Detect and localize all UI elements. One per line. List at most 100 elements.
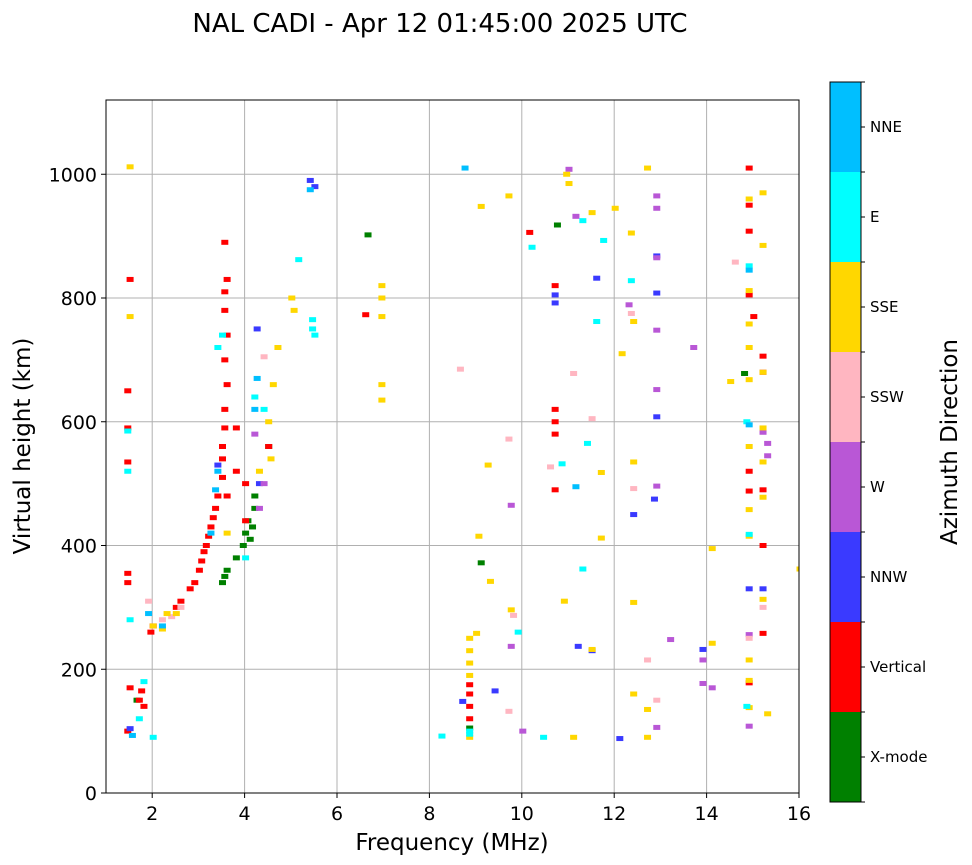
colorbar-tick-label: NNW xyxy=(870,568,907,586)
data-point xyxy=(378,397,386,403)
y-tick-label: 400 xyxy=(61,536,97,558)
colorbar-segment xyxy=(830,532,861,622)
data-point xyxy=(223,567,231,573)
data-point xyxy=(796,566,799,572)
data-point xyxy=(507,607,515,613)
data-point xyxy=(438,733,446,739)
data-point xyxy=(759,494,767,500)
data-point xyxy=(221,573,229,579)
data-point xyxy=(743,703,751,709)
data-point xyxy=(653,483,661,489)
data-point xyxy=(219,474,226,480)
colorbar-tick-label: W xyxy=(870,478,885,496)
data-point xyxy=(625,302,633,308)
data-point xyxy=(306,177,314,183)
colorbar-label: Azimuth Direction xyxy=(937,339,963,545)
data-point xyxy=(653,205,661,211)
data-point xyxy=(540,734,548,740)
colorbar-segment xyxy=(830,262,861,352)
data-point xyxy=(759,586,767,592)
y-axis-label: Virtual height (km) xyxy=(10,338,36,555)
data-point xyxy=(177,604,185,610)
data-point xyxy=(551,487,559,493)
data-point xyxy=(200,549,208,555)
data-point xyxy=(745,202,753,208)
data-point xyxy=(138,688,146,694)
data-point xyxy=(212,487,220,493)
data-point xyxy=(221,357,229,363)
data-point xyxy=(727,379,735,385)
data-point xyxy=(260,406,268,412)
data-point xyxy=(260,481,268,487)
data-point xyxy=(551,283,559,289)
data-point xyxy=(653,697,661,703)
data-point xyxy=(486,578,494,584)
data-point xyxy=(491,688,499,694)
data-point xyxy=(565,181,573,187)
data-point xyxy=(306,187,314,193)
x-tick-label: 2 xyxy=(146,803,158,825)
data-point xyxy=(630,691,638,697)
data-point xyxy=(475,533,483,539)
data-point xyxy=(630,599,638,605)
data-point xyxy=(126,276,134,282)
data-point xyxy=(745,507,753,513)
data-point xyxy=(124,468,132,474)
data-point xyxy=(207,530,215,536)
data-point xyxy=(759,353,767,359)
data-point xyxy=(124,388,132,394)
data-point xyxy=(653,255,661,261)
data-point xyxy=(653,290,661,296)
data-point xyxy=(124,459,132,465)
data-point xyxy=(124,428,132,434)
data-point xyxy=(618,351,626,357)
y-tick-label: 0 xyxy=(85,783,97,805)
data-point xyxy=(627,278,635,284)
x-tick-label: 4 xyxy=(239,803,251,825)
data-point xyxy=(135,697,143,703)
data-point xyxy=(745,165,753,171)
data-point xyxy=(570,370,578,376)
data-point xyxy=(653,414,661,420)
data-point xyxy=(274,345,282,350)
data-point xyxy=(221,289,229,295)
data-point xyxy=(145,598,153,604)
data-point xyxy=(288,295,296,301)
data-point xyxy=(741,370,749,376)
data-point xyxy=(477,203,485,209)
data-points xyxy=(124,164,799,742)
data-point xyxy=(214,468,222,474)
data-point xyxy=(149,623,157,629)
data-point xyxy=(565,166,573,172)
data-point xyxy=(519,728,527,734)
colorbar-segment xyxy=(830,82,861,172)
y-tick-label: 600 xyxy=(61,412,97,434)
data-point xyxy=(597,535,605,541)
data-point xyxy=(466,728,474,734)
data-point xyxy=(158,617,166,623)
data-point xyxy=(514,629,522,635)
data-point xyxy=(249,524,257,530)
data-point xyxy=(745,632,753,638)
data-point xyxy=(745,288,753,294)
data-point xyxy=(149,734,157,740)
data-point xyxy=(551,431,559,437)
data-point xyxy=(630,459,638,465)
data-point xyxy=(126,726,134,732)
data-point xyxy=(745,635,753,641)
data-point xyxy=(505,193,513,199)
data-point xyxy=(570,734,578,740)
data-point xyxy=(466,703,474,709)
data-point xyxy=(505,436,513,442)
data-point xyxy=(759,487,767,493)
y-tick-label: 200 xyxy=(61,659,97,681)
data-point xyxy=(653,193,661,199)
data-point xyxy=(745,444,753,449)
data-point xyxy=(759,604,767,610)
data-point xyxy=(759,369,767,375)
data-point xyxy=(309,326,317,332)
data-point xyxy=(378,314,386,320)
x-tick-label: 14 xyxy=(695,803,719,825)
data-point xyxy=(745,468,753,474)
